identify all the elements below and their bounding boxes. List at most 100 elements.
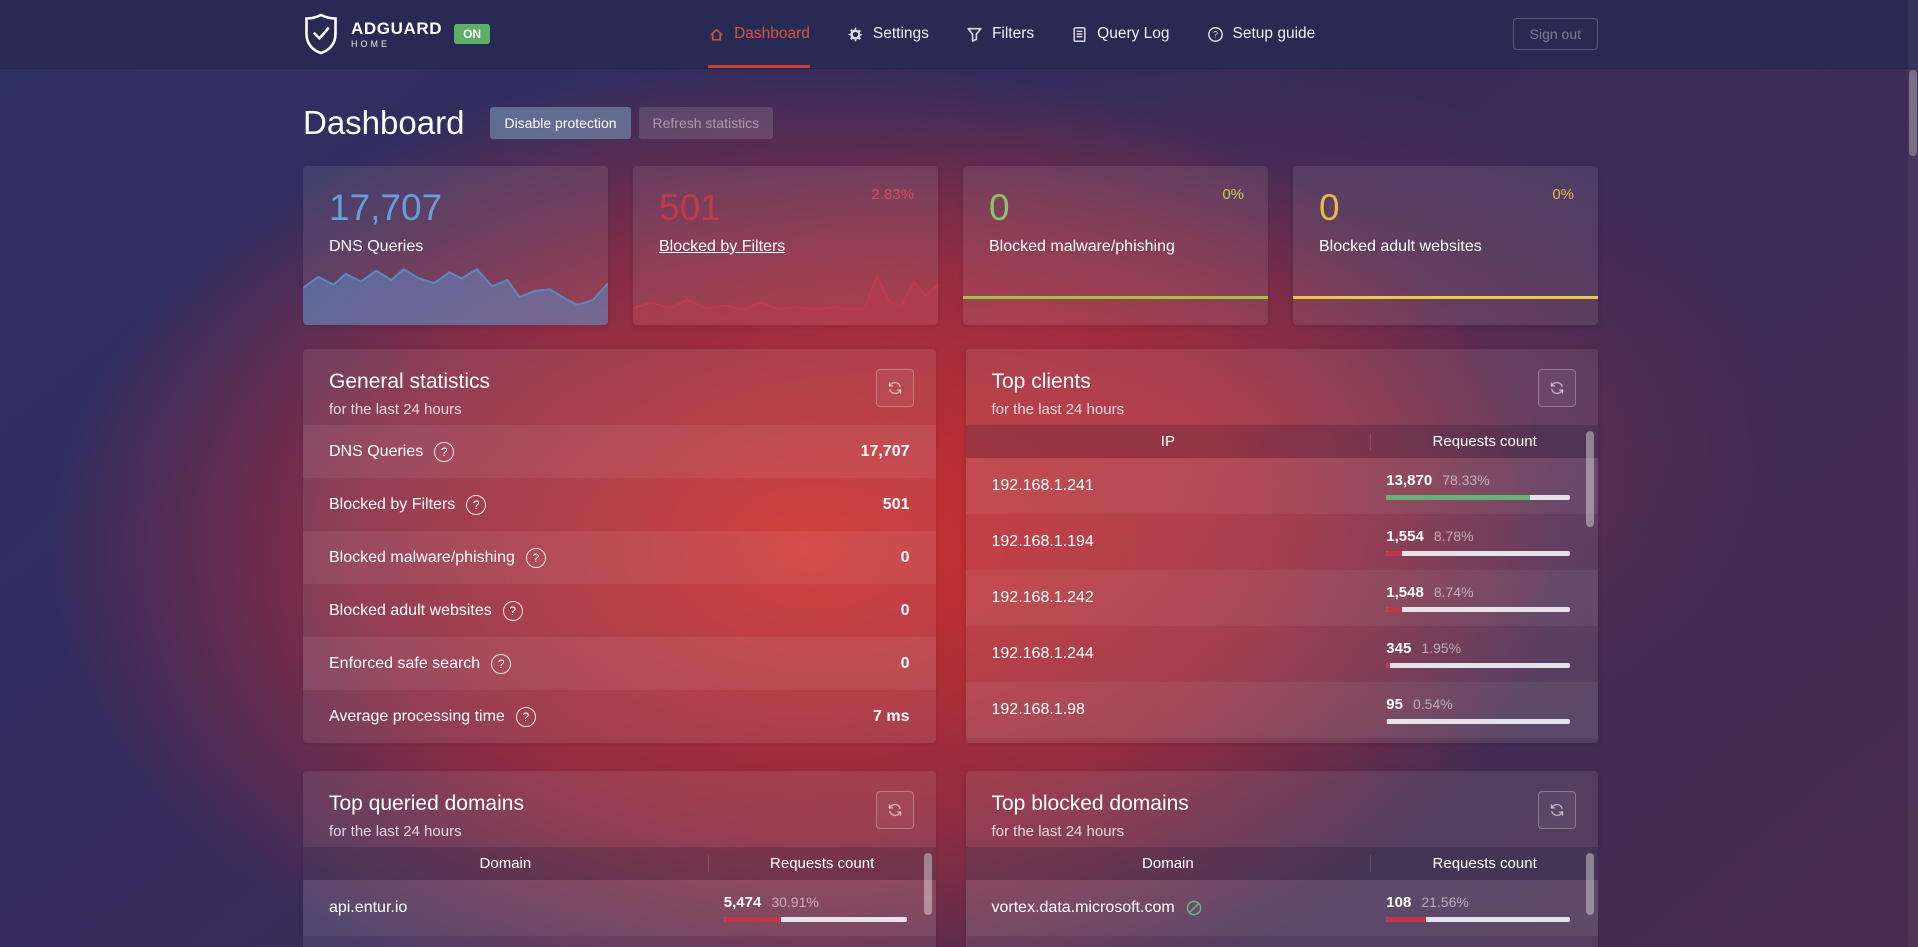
stat-label: Enforced safe search bbox=[329, 654, 481, 672]
adguard-shield-icon bbox=[303, 13, 339, 55]
help-question-icon[interactable]: ? bbox=[502, 600, 523, 621]
home-icon bbox=[708, 26, 725, 43]
protection-status-badge: ON bbox=[454, 24, 491, 44]
page-scrollbar-thumb[interactable] bbox=[1909, 70, 1917, 156]
stat-value: 17,707 bbox=[860, 442, 910, 460]
brand-logo[interactable]: ADGUARD HOME ON bbox=[303, 13, 491, 55]
refresh-button[interactable] bbox=[875, 791, 914, 829]
table-row: 192.168.1.98 95 0.54% bbox=[965, 682, 1598, 738]
column-header-domain: Domain bbox=[479, 855, 532, 872]
card-value: 501 bbox=[659, 187, 721, 228]
panel-scrollbar[interactable] bbox=[923, 851, 932, 947]
page-scrollbar[interactable] bbox=[1908, 0, 1918, 947]
table-row: api.entur.io 5,474 30.91% bbox=[303, 880, 936, 936]
top-blocked-domains-panel: Top blocked domains for the last 24 hour… bbox=[965, 771, 1598, 947]
sign-out-button[interactable]: Sign out bbox=[1512, 18, 1598, 50]
help-question-icon[interactable]: ? bbox=[515, 706, 536, 727]
stat-value: 0 bbox=[900, 654, 910, 672]
panel-title: General statistics bbox=[329, 370, 491, 393]
refresh-button[interactable] bbox=[1538, 369, 1576, 407]
flat-trend-line bbox=[963, 296, 1268, 299]
card-label-link[interactable]: Blocked by Filters bbox=[659, 238, 786, 255]
nav-item-query-log[interactable]: Query Log bbox=[1071, 0, 1170, 68]
stat-label: Blocked adult websites bbox=[329, 601, 492, 619]
refresh-button[interactable] bbox=[875, 369, 914, 407]
column-header-requests: Requests count bbox=[707, 855, 936, 872]
stat-label: Blocked malware/phishing bbox=[329, 548, 515, 566]
request-percent: 1.95% bbox=[1421, 640, 1462, 656]
help-question-icon[interactable]: ? bbox=[525, 547, 546, 568]
general-statistics-list: DNS Queries? 17,707 Blocked by Filters? … bbox=[303, 425, 936, 743]
unblock-slash-icon[interactable] bbox=[1185, 899, 1203, 917]
help-question-icon[interactable]: ? bbox=[434, 441, 455, 462]
table-header: Domain Requests count bbox=[303, 847, 936, 880]
panel-scrollbar[interactable] bbox=[1586, 851, 1594, 947]
dashboard-page: Dashboard Disable protection Refresh sta… bbox=[303, 103, 1598, 947]
top-clients-table: 192.168.1.241 13,870 78.33% 192.168.1.194… bbox=[965, 458, 1598, 738]
nav-item-label: Dashboard bbox=[734, 25, 810, 42]
progress-bar bbox=[1386, 607, 1570, 612]
card-value: 0 bbox=[989, 187, 1010, 228]
table-header: Domain Requests count bbox=[965, 847, 1598, 880]
refresh-button[interactable] bbox=[1538, 791, 1576, 829]
question-circle-icon: ? bbox=[1207, 26, 1224, 43]
middle-panels: General statistics for the last 24 hours… bbox=[303, 349, 1598, 743]
disable-protection-button[interactable]: Disable protection bbox=[490, 107, 631, 139]
blocked-filters-sparkline bbox=[633, 269, 938, 325]
nav-item-setup-guide[interactable]: ? Setup guide bbox=[1207, 0, 1315, 68]
request-percent: 78.33% bbox=[1442, 472, 1490, 488]
stat-cards: 17,707 DNS Queries 501 Blocked by Filter… bbox=[303, 166, 1598, 325]
panel-scrollbar-thumb[interactable] bbox=[1586, 853, 1594, 915]
stat-row: Average processing time? 7 ms bbox=[303, 690, 936, 743]
page-title: Dashboard bbox=[303, 104, 465, 141]
client-ip[interactable]: 192.168.1.244 bbox=[991, 645, 1094, 662]
stat-row: Blocked malware/phishing? 0 bbox=[303, 531, 936, 584]
panel-subtitle: for the last 24 hours bbox=[991, 401, 1125, 418]
nav-item-filters[interactable]: Filters bbox=[966, 0, 1034, 68]
brand-text: ADGUARD HOME bbox=[351, 20, 442, 49]
top-queried-table: api.entur.io 5,474 30.91% bbox=[303, 880, 936, 936]
client-ip[interactable]: 192.168.1.242 bbox=[991, 589, 1094, 606]
request-percent: 21.56% bbox=[1421, 894, 1469, 910]
column-header-ip: IP bbox=[1160, 433, 1175, 450]
stat-row: Blocked by Filters? 501 bbox=[303, 478, 936, 531]
panel-scrollbar[interactable] bbox=[1586, 429, 1594, 735]
stat-value: 501 bbox=[882, 495, 910, 513]
panel-scrollbar-thumb[interactable] bbox=[1586, 431, 1594, 527]
card-value: 17,707 bbox=[329, 187, 443, 228]
stat-label: Blocked by Filters bbox=[329, 495, 456, 513]
panel-scrollbar-thumb[interactable] bbox=[923, 853, 932, 915]
stat-value: 7 ms bbox=[873, 707, 910, 725]
top-queried-domains-panel: Top queried domains for the last 24 hour… bbox=[303, 771, 936, 947]
flat-trend-line bbox=[1293, 296, 1598, 299]
nav-item-dashboard[interactable]: Dashboard bbox=[708, 0, 810, 68]
request-count: 345 bbox=[1386, 640, 1412, 657]
client-ip[interactable]: 192.168.1.241 bbox=[991, 477, 1094, 494]
progress-bar bbox=[1386, 551, 1570, 556]
navbar: ADGUARD HOME ON Dashboard bbox=[0, 0, 1918, 68]
svg-text:?: ? bbox=[1213, 29, 1218, 39]
client-ip[interactable]: 192.168.1.194 bbox=[991, 533, 1094, 550]
refresh-statistics-button[interactable]: Refresh statistics bbox=[638, 107, 774, 139]
table-row: 192.168.1.241 13,870 78.33% bbox=[965, 458, 1598, 514]
refresh-icon bbox=[887, 380, 903, 396]
domain-name[interactable]: api.entur.io bbox=[329, 899, 408, 916]
general-statistics-panel: General statistics for the last 24 hours… bbox=[303, 349, 936, 743]
nav-item-settings[interactable]: Settings bbox=[847, 0, 929, 68]
card-percent: 2.83% bbox=[871, 186, 914, 203]
table-row: vortex.data.microsoft.com 108 21.56% bbox=[965, 880, 1598, 936]
nav-item-label: Settings bbox=[872, 25, 929, 42]
help-question-icon[interactable]: ? bbox=[491, 653, 512, 674]
card-blocked-adult: 0 Blocked adult websites 0% bbox=[1293, 166, 1598, 325]
help-question-icon[interactable]: ? bbox=[466, 494, 487, 515]
domain-name[interactable]: vortex.data.microsoft.com bbox=[991, 899, 1175, 916]
card-blocked-by-filters: 501 Blocked by Filters 2.83% bbox=[633, 166, 938, 325]
progress-bar bbox=[1386, 917, 1570, 922]
panel-title: Top queried domains bbox=[329, 792, 524, 815]
brand-name: ADGUARD bbox=[351, 18, 443, 38]
request-count: 1,548 bbox=[1386, 584, 1424, 601]
stat-row: Enforced safe search? 0 bbox=[303, 637, 936, 690]
card-value: 0 bbox=[1319, 187, 1340, 228]
client-ip[interactable]: 192.168.1.98 bbox=[991, 701, 1085, 718]
progress-bar bbox=[1386, 495, 1570, 500]
